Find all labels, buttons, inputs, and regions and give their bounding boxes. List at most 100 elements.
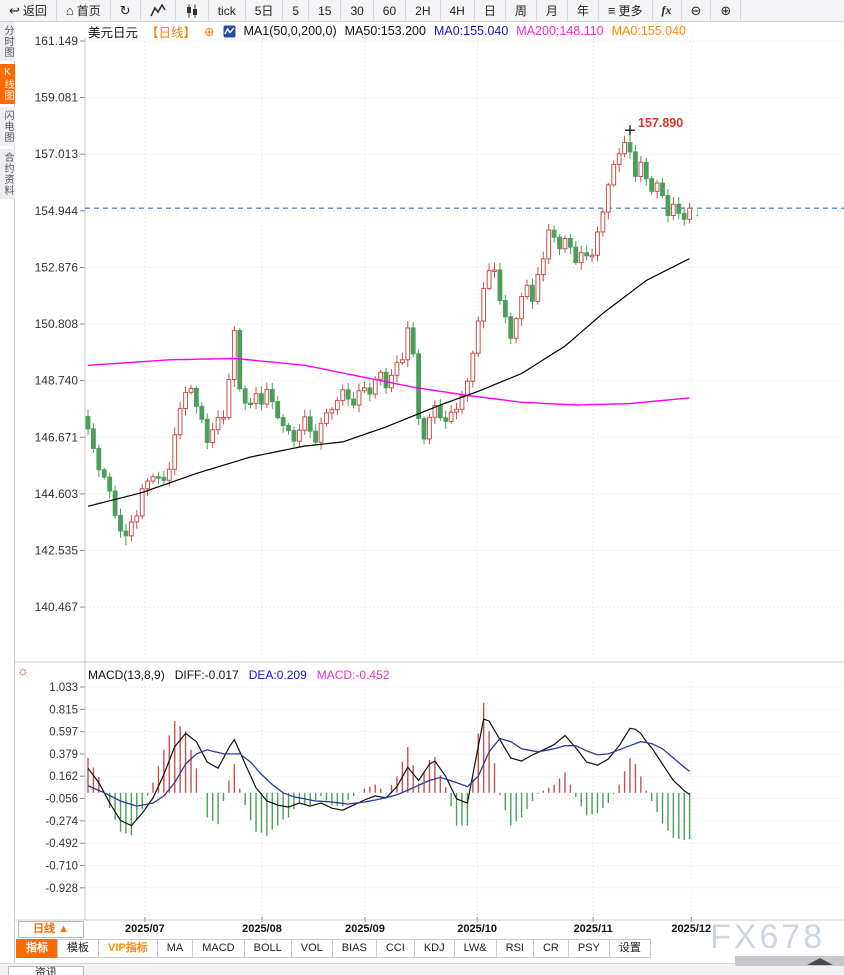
- chart-title-row: 美元日元 【日线】 ⊕ MA1(50,0,200,0) MA50:153.200…: [88, 23, 686, 40]
- interval-30-button[interactable]: 30: [341, 0, 374, 21]
- sidebar-item-kline-chart[interactable]: K线图: [0, 64, 15, 104]
- sidebar-item-contract-info[interactable]: 合约资料: [0, 149, 15, 199]
- svg-text:146.671: 146.671: [35, 430, 79, 444]
- zoom-out-button[interactable]: ⊖: [682, 0, 712, 21]
- zoom-in-button[interactable]: ⊕: [711, 0, 742, 21]
- svg-text:-0.492: -0.492: [45, 838, 78, 850]
- interval-year-button[interactable]: 年: [568, 0, 599, 21]
- svg-text:148.740: 148.740: [35, 374, 79, 388]
- svg-text:0.815: 0.815: [49, 704, 78, 716]
- ma50-line: [87, 258, 690, 507]
- tab-indicator[interactable]: 指标: [16, 939, 58, 958]
- interval-day-button[interactable]: 日: [475, 0, 506, 21]
- tab-boll[interactable]: BOLL: [243, 939, 292, 958]
- top-toolbar: ↩ 返回 ⌂ 首页 ↻ tick 5日 5 15 30 60 2H 4H 日周月年 ≡ 更多 fx ⊖ ⊕: [0, 0, 844, 22]
- tab-psy[interactable]: PSY: [567, 939, 610, 958]
- news-tab[interactable]: 资讯: [8, 966, 84, 975]
- home-button-icon: ⌂: [65, 3, 74, 18]
- ma0-value-orange: MA0:155.040: [611, 24, 686, 38]
- macd-value: MACD:-0.452: [316, 668, 390, 682]
- macd-formula-label: MACD(13,8,9): [88, 668, 165, 682]
- svg-text:154.944: 154.944: [35, 204, 79, 218]
- more-button[interactable]: ≡ 更多: [599, 0, 653, 21]
- interval-tick-button[interactable]: tick: [209, 0, 246, 21]
- tab-settings[interactable]: 设置: [608, 939, 651, 958]
- tab-cr[interactable]: CR: [532, 939, 569, 958]
- back-button[interactable]: ↩ 返回: [0, 0, 57, 21]
- tab-kdj[interactable]: KDJ: [413, 939, 455, 958]
- home-button[interactable]: ⌂ 首页: [57, 0, 111, 21]
- sidebar-item-time-chart[interactable]: 分时图: [0, 22, 15, 61]
- period-selector-button[interactable]: 日线 ▲: [18, 921, 84, 938]
- refresh-button-icon: ↻: [119, 3, 131, 18]
- tab-bias[interactable]: BIAS: [331, 939, 377, 958]
- candlestick-series: [85, 130, 693, 546]
- tab-rsi[interactable]: RSI: [495, 939, 534, 958]
- fx-indicator-button[interactable]: fx: [653, 0, 682, 21]
- svg-text:152.876: 152.876: [35, 260, 79, 274]
- expand-icon[interactable]: ⊕: [204, 24, 215, 39]
- interval-5d-button[interactable]: 5日: [246, 0, 284, 21]
- grid-and-axes: 161.149 159.081 157.013 154.944 152.876 150.8…: [0, 34, 844, 922]
- interval-5-button[interactable]: 5: [283, 0, 310, 21]
- interval-4h-button[interactable]: 4H: [441, 0, 475, 21]
- interval-2h-button[interactable]: 2H: [406, 0, 441, 21]
- svg-text:150.808: 150.808: [35, 317, 79, 331]
- x-axis-month-label: 2025/08: [242, 923, 282, 935]
- svg-text:0.379: 0.379: [49, 749, 78, 761]
- macd-dea-value: DEA:0.209: [248, 668, 307, 682]
- ma50-value: MA50:153.200: [344, 24, 426, 38]
- ma200-line: [87, 357, 690, 406]
- macd-diff-value: DIFF:-0.017: [174, 668, 239, 682]
- svg-text:-0.274: -0.274: [45, 816, 78, 828]
- zoom-in-button-icon: ⊕: [720, 3, 732, 18]
- tab-cci[interactable]: CCI: [375, 939, 415, 958]
- candlestick-icon: [186, 4, 197, 17]
- interval-60-button[interactable]: 60: [374, 0, 407, 21]
- macd-histogram: [87, 702, 691, 840]
- macd-dea-line: [87, 737, 690, 807]
- svg-text:0.597: 0.597: [49, 727, 78, 739]
- refresh-button[interactable]: ↻: [111, 0, 141, 21]
- ma-formula-label: MA1(50,0,200,0): [243, 24, 337, 38]
- bottom-strip: [0, 963, 844, 975]
- svg-text:-0.928: -0.928: [45, 883, 78, 895]
- tab-vol[interactable]: VOL: [290, 939, 333, 958]
- more-button-icon: ≡: [607, 3, 616, 18]
- period-tag: 【日线】: [146, 25, 197, 40]
- bottom-scrollbar[interactable]: [735, 956, 844, 966]
- symbol-name: 美元日元: [88, 25, 139, 40]
- svg-text:144.603: 144.603: [35, 487, 79, 501]
- svg-text:142.535: 142.535: [35, 543, 79, 557]
- x-axis-month-label: 2025/11: [573, 923, 613, 935]
- svg-text:140.467: 140.467: [35, 600, 79, 614]
- tab-macd[interactable]: MACD: [192, 939, 245, 958]
- ma0-value-blue: MA0:155.040: [433, 24, 509, 38]
- svg-text:-0.056: -0.056: [45, 794, 78, 806]
- peak-annotation: 157.890: [625, 116, 683, 136]
- last-price-arrow-icon: ↓: [695, 207, 701, 219]
- sidebar-item-lightning-chart[interactable]: 闪电图: [0, 107, 15, 146]
- chart-type-sidebar: 分时图 K线图闪电图合约资料: [0, 22, 15, 963]
- svg-text:-0.710: -0.710: [45, 861, 78, 873]
- tab-lw[interactable]: LW&: [453, 939, 497, 958]
- expand-panel-arrow-icon[interactable]: [807, 958, 833, 965]
- line-chart-button[interactable]: [141, 0, 176, 21]
- fx678-watermark: FX678: [710, 918, 826, 956]
- tab-template[interactable]: 模板: [57, 939, 99, 958]
- ma-line-icon: [223, 25, 236, 38]
- interval-month-button[interactable]: 月: [537, 0, 568, 21]
- tab-ma[interactable]: MA: [156, 939, 194, 958]
- tab-vip-indicator[interactable]: VIP指标: [98, 939, 158, 958]
- candle-chart-button[interactable]: [176, 0, 209, 21]
- interval-15-button[interactable]: 15: [309, 0, 342, 21]
- svg-text:0.162: 0.162: [49, 771, 78, 783]
- svg-text:159.081: 159.081: [35, 91, 79, 105]
- x-axis-month-label: 2025/12: [671, 923, 712, 935]
- macd-diff-line: [87, 718, 690, 827]
- macd-settings-icon[interactable]: ☼: [17, 663, 29, 678]
- indicator-tabs-bar: 指标 模板 VIP指标 MA MACD BOLL VOL BIAS CCI KDJ LW& RSI CR…: [16, 939, 651, 958]
- interval-week-button[interactable]: 周: [506, 0, 537, 21]
